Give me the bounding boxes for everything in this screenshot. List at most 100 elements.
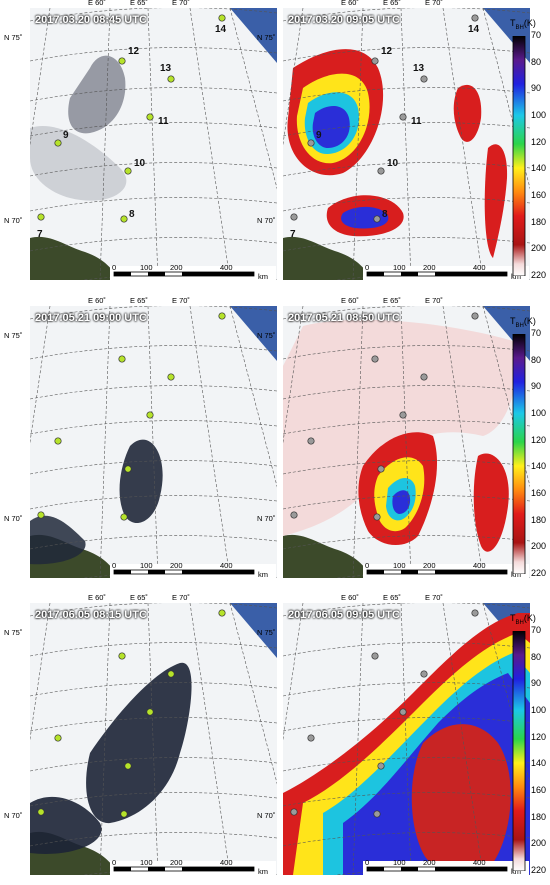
sea-ice-imagery: [30, 662, 192, 854]
land-area: [283, 236, 373, 280]
site-marker-9: [54, 734, 62, 742]
site-marker-12: [118, 652, 126, 660]
longitude-label: E 60˚: [88, 593, 106, 602]
brightness-temperature-field: [283, 319, 517, 552]
scale-tick-label: 400: [220, 858, 233, 867]
latitude-label: N 70˚: [257, 514, 276, 523]
land-area: [30, 236, 120, 280]
site-marker-10: [377, 762, 385, 770]
land-area: [283, 534, 373, 578]
site-label-7: 7: [290, 229, 296, 240]
latitude-label: N 70˚: [257, 216, 276, 225]
colorbar-tick-label: 70: [531, 30, 542, 40]
longitude-label: E 65˚: [130, 593, 148, 602]
colorbar-title-main: T: [510, 613, 516, 623]
map-canvas: [283, 603, 530, 875]
colorbar-title: TBH(K): [510, 316, 536, 329]
map-canvas: [30, 8, 277, 280]
longitude-label: E 65˚: [383, 593, 401, 602]
scale-tick-label: 0: [365, 263, 370, 272]
scale-tick-label: 400: [220, 263, 233, 272]
panel-timestamp: 2017.03.20 09:05 UTC: [288, 14, 400, 26]
scale-tick-label: 0: [365, 858, 370, 867]
site-label-10: 10: [387, 158, 399, 169]
latitude-label: N 75˚: [257, 628, 276, 637]
site-markers: [290, 312, 479, 521]
colorbar-tick-label: 80: [531, 56, 542, 67]
longitude-label: E 65˚: [130, 296, 148, 305]
colorbar-tick-label: 70: [531, 328, 542, 338]
scale-tick-label: 200: [423, 263, 436, 272]
colorbar-title-sub: BH: [515, 322, 524, 329]
tb-map-panel-1: 0 100 200 400 km 2017.03.20 09:05 UTC 7 8 9 10 11 1…: [283, 8, 530, 280]
scale-tick-label: 400: [473, 858, 486, 867]
colorbar-tick-label: 220: [531, 865, 547, 875]
scale-bar: [110, 861, 276, 875]
panel-timestamp: 2017.05.21 09:00 UTC: [35, 312, 147, 324]
colorbar-tick-label: 120: [531, 434, 547, 445]
colorbar-tick-label: 180: [531, 514, 547, 525]
site-marker-11: [146, 708, 154, 716]
scale-bar: [110, 266, 276, 280]
site-markers: [290, 14, 479, 223]
site-marker-13: [167, 75, 175, 83]
scale-tick-label: 100: [140, 858, 153, 867]
site-markers: [290, 609, 479, 818]
scale-bar: [110, 564, 276, 578]
graticule: [283, 8, 530, 280]
brightness-temperature-field: [287, 49, 508, 258]
longitude-label: E 60˚: [88, 0, 106, 7]
colorbar-title: TBH(K): [510, 613, 536, 626]
longitude-label: E 65˚: [383, 296, 401, 305]
site-label-11: 11: [411, 116, 422, 127]
domain-area: [30, 306, 277, 578]
colorbar-tick-label: 80: [531, 651, 542, 662]
colorbar-tick-label: 200: [531, 541, 547, 552]
panel-timestamp: 2017.06.05 08:15 UTC: [35, 609, 147, 621]
colorbar-tick-label: 160: [531, 488, 547, 498]
site-marker-7: [290, 511, 298, 519]
site-markers: [37, 609, 226, 818]
longitude-label: E 70˚: [172, 593, 190, 602]
site-marker-13: [420, 373, 428, 381]
longitude-label: E 70˚: [425, 0, 443, 7]
colorbar-title-unit: (K): [523, 316, 536, 326]
scale-tick-label: 100: [140, 561, 153, 570]
sea-ice-imagery: [30, 439, 163, 565]
map-canvas: [30, 603, 277, 875]
colorbar-title-main: T: [510, 18, 516, 28]
site-marker-9: [54, 437, 62, 445]
panel-timestamp: 2017.06.05 09:05 UTC: [288, 609, 400, 621]
site-marker-7: [37, 808, 45, 816]
scale-tick-label: 400: [220, 561, 233, 570]
scale-tick-label: 400: [473, 263, 486, 272]
colorbar-tick-label: 120: [531, 136, 547, 147]
scale-tick-label: 0: [112, 858, 117, 867]
site-marker-8: [120, 810, 128, 818]
site-marker-10: [124, 465, 132, 473]
scale-tick-label: 100: [140, 263, 153, 272]
map-canvas: [30, 306, 277, 578]
site-label-13: 13: [413, 63, 425, 74]
colorbar-tick-label: 220: [531, 568, 547, 578]
site-marker-14: [471, 312, 479, 320]
colorbar-tick-label: 80: [531, 354, 542, 365]
colorbar-title-unit: (K): [523, 18, 536, 28]
optical-image-panel-2: 0 100 200 400 km 2017.05.21 09:00 UTC: [30, 306, 277, 578]
colorbar-title-main: T: [510, 316, 516, 326]
tb-map-panel-2: 0 100 200 400 km 2017.05.21 08:50 UTC: [283, 306, 530, 578]
colorbar-tick-label: 100: [531, 408, 547, 418]
site-label-12: 12: [381, 46, 393, 57]
site-marker-8: [120, 215, 128, 223]
site-marker-7: [37, 511, 45, 519]
colorbar-title-sub: BH: [515, 619, 524, 626]
site-marker-12: [371, 652, 379, 660]
longitude-label: E 65˚: [383, 0, 401, 7]
site-marker-9: [307, 734, 315, 742]
scale-tick-label: 0: [112, 561, 117, 570]
site-marker-14: [471, 14, 479, 22]
scale-unit-label: km: [258, 272, 268, 280]
site-markers: [37, 14, 226, 223]
site-label-11: 11: [158, 116, 169, 127]
site-label-10: 10: [134, 158, 146, 169]
